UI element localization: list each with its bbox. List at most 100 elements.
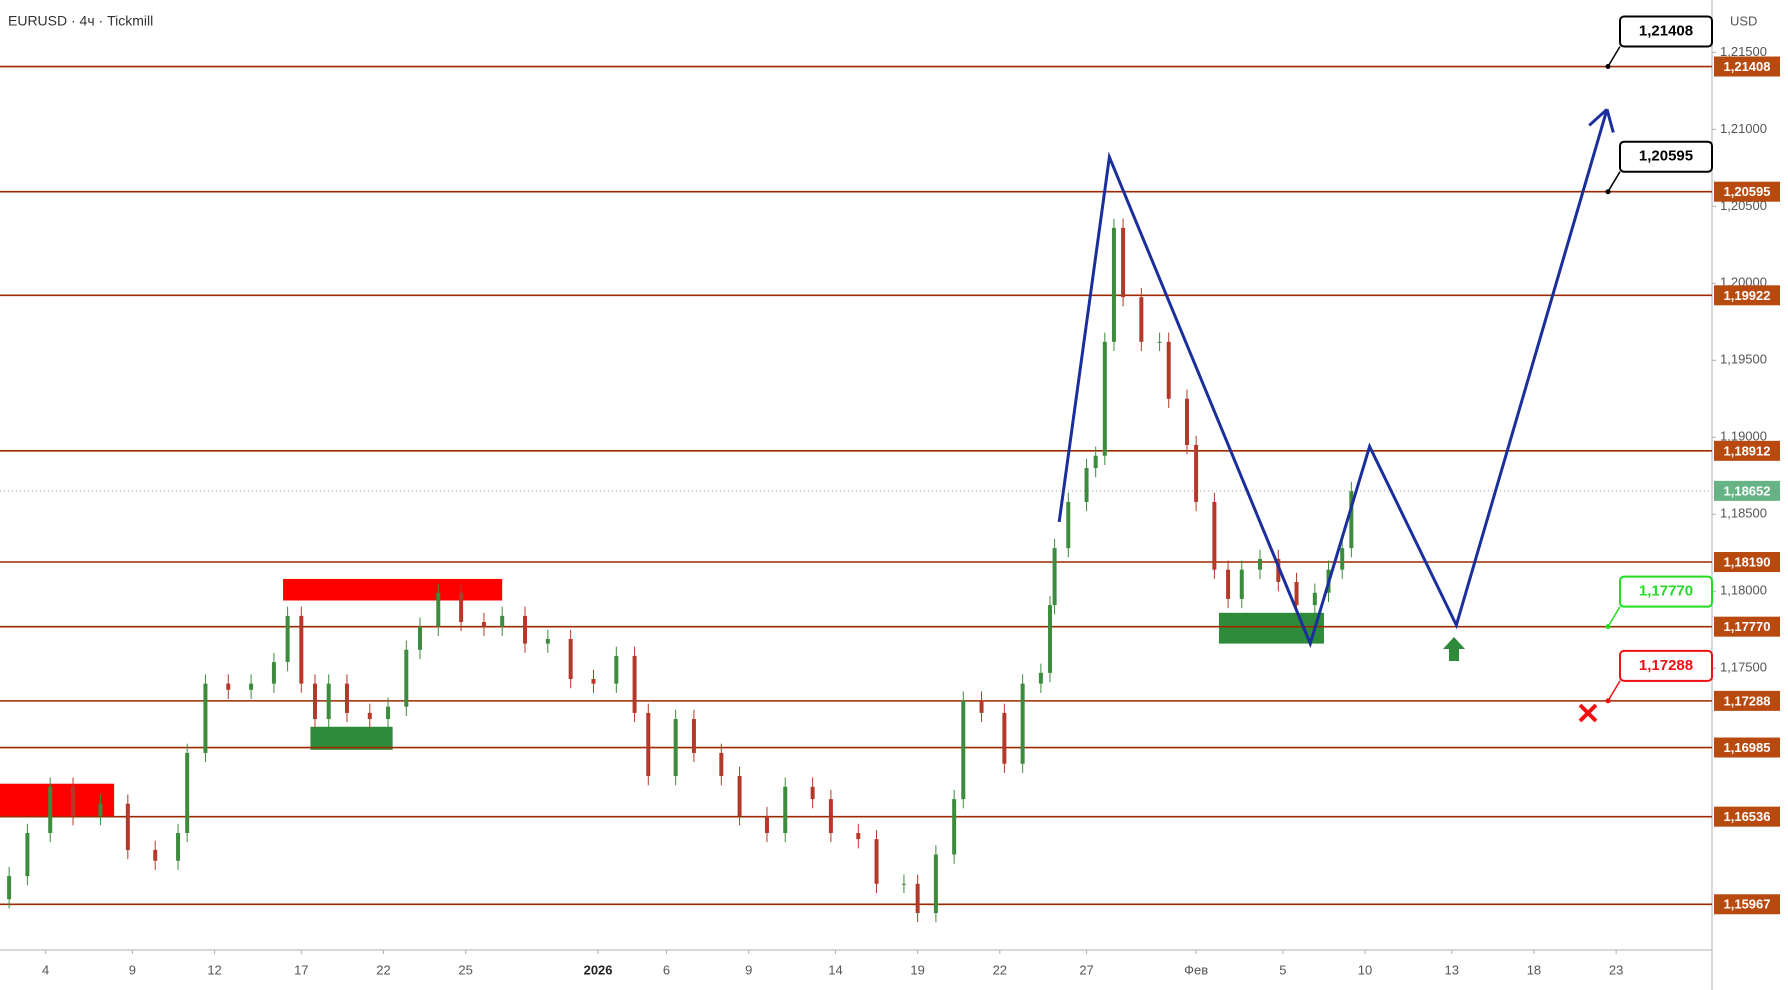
chart-title: EURUSD · 4ч · Tickmill xyxy=(8,13,153,29)
layers: 1,215001,210001,205001,200001,195001,190… xyxy=(0,15,1780,977)
candle-body xyxy=(48,786,53,833)
x-tick-label: 17 xyxy=(294,962,308,977)
candle-body xyxy=(1111,227,1116,342)
zone xyxy=(1218,612,1324,644)
candle-body xyxy=(591,679,596,684)
projection-arrowhead xyxy=(1588,108,1609,127)
candle-body xyxy=(737,776,742,817)
candle-body xyxy=(500,615,505,627)
candle-body xyxy=(1052,548,1057,606)
projection-line xyxy=(1057,108,1609,649)
candle-body xyxy=(176,832,181,861)
level-label-bg xyxy=(1714,806,1780,827)
x-tick-label: 25 xyxy=(458,962,472,977)
candle-body xyxy=(185,752,190,833)
candle-body xyxy=(1121,227,1126,298)
x-tick-label: 22 xyxy=(376,962,390,977)
level-label-bg xyxy=(1714,440,1780,461)
candle-body xyxy=(153,849,158,861)
candle-body xyxy=(1093,455,1098,469)
level-label-bg xyxy=(1714,737,1780,758)
y-tick-label: 1,18500 xyxy=(1720,506,1767,521)
y-tick-label: 1,21000 xyxy=(1720,121,1767,136)
candle-body xyxy=(313,683,318,720)
callout-label: 1,20595 xyxy=(1639,148,1693,165)
candle-body xyxy=(545,638,550,644)
candle-body xyxy=(874,839,879,884)
y-tick-label: 1,17500 xyxy=(1720,660,1767,675)
candle-body xyxy=(632,655,637,713)
candle-body xyxy=(436,592,441,627)
candle-body xyxy=(459,592,464,623)
callout-anchor xyxy=(1605,64,1611,70)
projection-arrowhead xyxy=(1605,108,1615,133)
buy-arrow-icon xyxy=(1443,637,1465,661)
candle-body xyxy=(271,662,276,684)
candle-body xyxy=(418,626,423,650)
candle-body xyxy=(98,803,103,817)
candle-body xyxy=(979,700,984,713)
candle-body xyxy=(1166,341,1171,399)
x-tick-label: 19 xyxy=(910,962,924,977)
callout-box xyxy=(1619,649,1713,682)
x-tick-label: 12 xyxy=(207,962,221,977)
callout-label: 1,17288 xyxy=(1639,657,1693,674)
candle-body xyxy=(673,719,678,777)
candle-body xyxy=(1340,548,1345,570)
candle-body xyxy=(901,883,906,885)
level-label: 1,21408 xyxy=(1724,59,1771,74)
candle-body xyxy=(1084,468,1089,502)
candle-body xyxy=(915,883,920,914)
candle-body xyxy=(1048,605,1053,673)
callout-anchor xyxy=(1605,624,1611,630)
candle-body xyxy=(386,706,391,720)
x-tick-label: 4 xyxy=(42,962,49,977)
level-label: 1,19922 xyxy=(1724,288,1771,303)
candle-body xyxy=(646,712,651,777)
callout-anchor xyxy=(1605,698,1611,704)
callout-box xyxy=(1619,575,1713,608)
callout-label: 1,21408 xyxy=(1639,22,1693,39)
candle-body xyxy=(783,786,788,833)
candle-body xyxy=(1349,491,1354,549)
level-label-bg xyxy=(1714,181,1780,202)
candle-body xyxy=(933,854,938,914)
candle-body xyxy=(299,615,304,684)
x-tick-label: 2026 xyxy=(584,962,613,977)
level-label: 1,17770 xyxy=(1724,619,1771,634)
candle-body xyxy=(1139,297,1144,342)
candle-body xyxy=(344,683,349,713)
candle-body xyxy=(326,683,331,720)
level-label: 1,20595 xyxy=(1724,184,1771,199)
level-label-bg xyxy=(1714,894,1780,915)
candle-body xyxy=(1020,683,1025,764)
y-tick-label: 1,18000 xyxy=(1720,583,1767,598)
candle-body xyxy=(523,615,528,644)
callout-box xyxy=(1619,15,1713,48)
zone xyxy=(283,578,503,601)
candle-body xyxy=(1157,341,1162,343)
callout-leader xyxy=(1607,606,1621,628)
stop-cross-icon xyxy=(1578,703,1598,723)
level-label-bg xyxy=(1714,56,1780,77)
candle-body xyxy=(125,803,130,850)
current-price-label: 1,18652 xyxy=(1724,483,1771,498)
x-tick-label: 14 xyxy=(828,962,842,977)
candle-body xyxy=(952,799,957,855)
y-tick-label: 1,21500 xyxy=(1720,44,1767,59)
candle-body xyxy=(71,786,76,817)
y-tick-label: 1,19500 xyxy=(1720,352,1767,367)
callout-label: 1,17770 xyxy=(1639,583,1693,600)
candle-body xyxy=(249,683,254,690)
candle-body xyxy=(568,638,573,680)
callout-box xyxy=(1619,140,1713,173)
level-label-bg xyxy=(1714,690,1780,711)
x-tick-label: 27 xyxy=(1079,962,1093,977)
x-tick-label: 10 xyxy=(1358,962,1372,977)
level-label: 1,15967 xyxy=(1724,897,1771,912)
x-tick-label: Фев xyxy=(1184,962,1208,977)
